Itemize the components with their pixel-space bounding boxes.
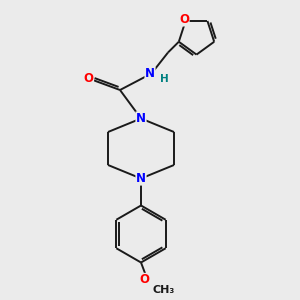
Text: O: O (139, 273, 149, 286)
Text: CH₃: CH₃ (152, 285, 175, 295)
Text: N: N (136, 172, 146, 185)
Text: O: O (179, 13, 189, 26)
Text: O: O (83, 71, 94, 85)
Text: N: N (145, 67, 155, 80)
Text: N: N (136, 112, 146, 125)
Text: H: H (160, 74, 169, 84)
